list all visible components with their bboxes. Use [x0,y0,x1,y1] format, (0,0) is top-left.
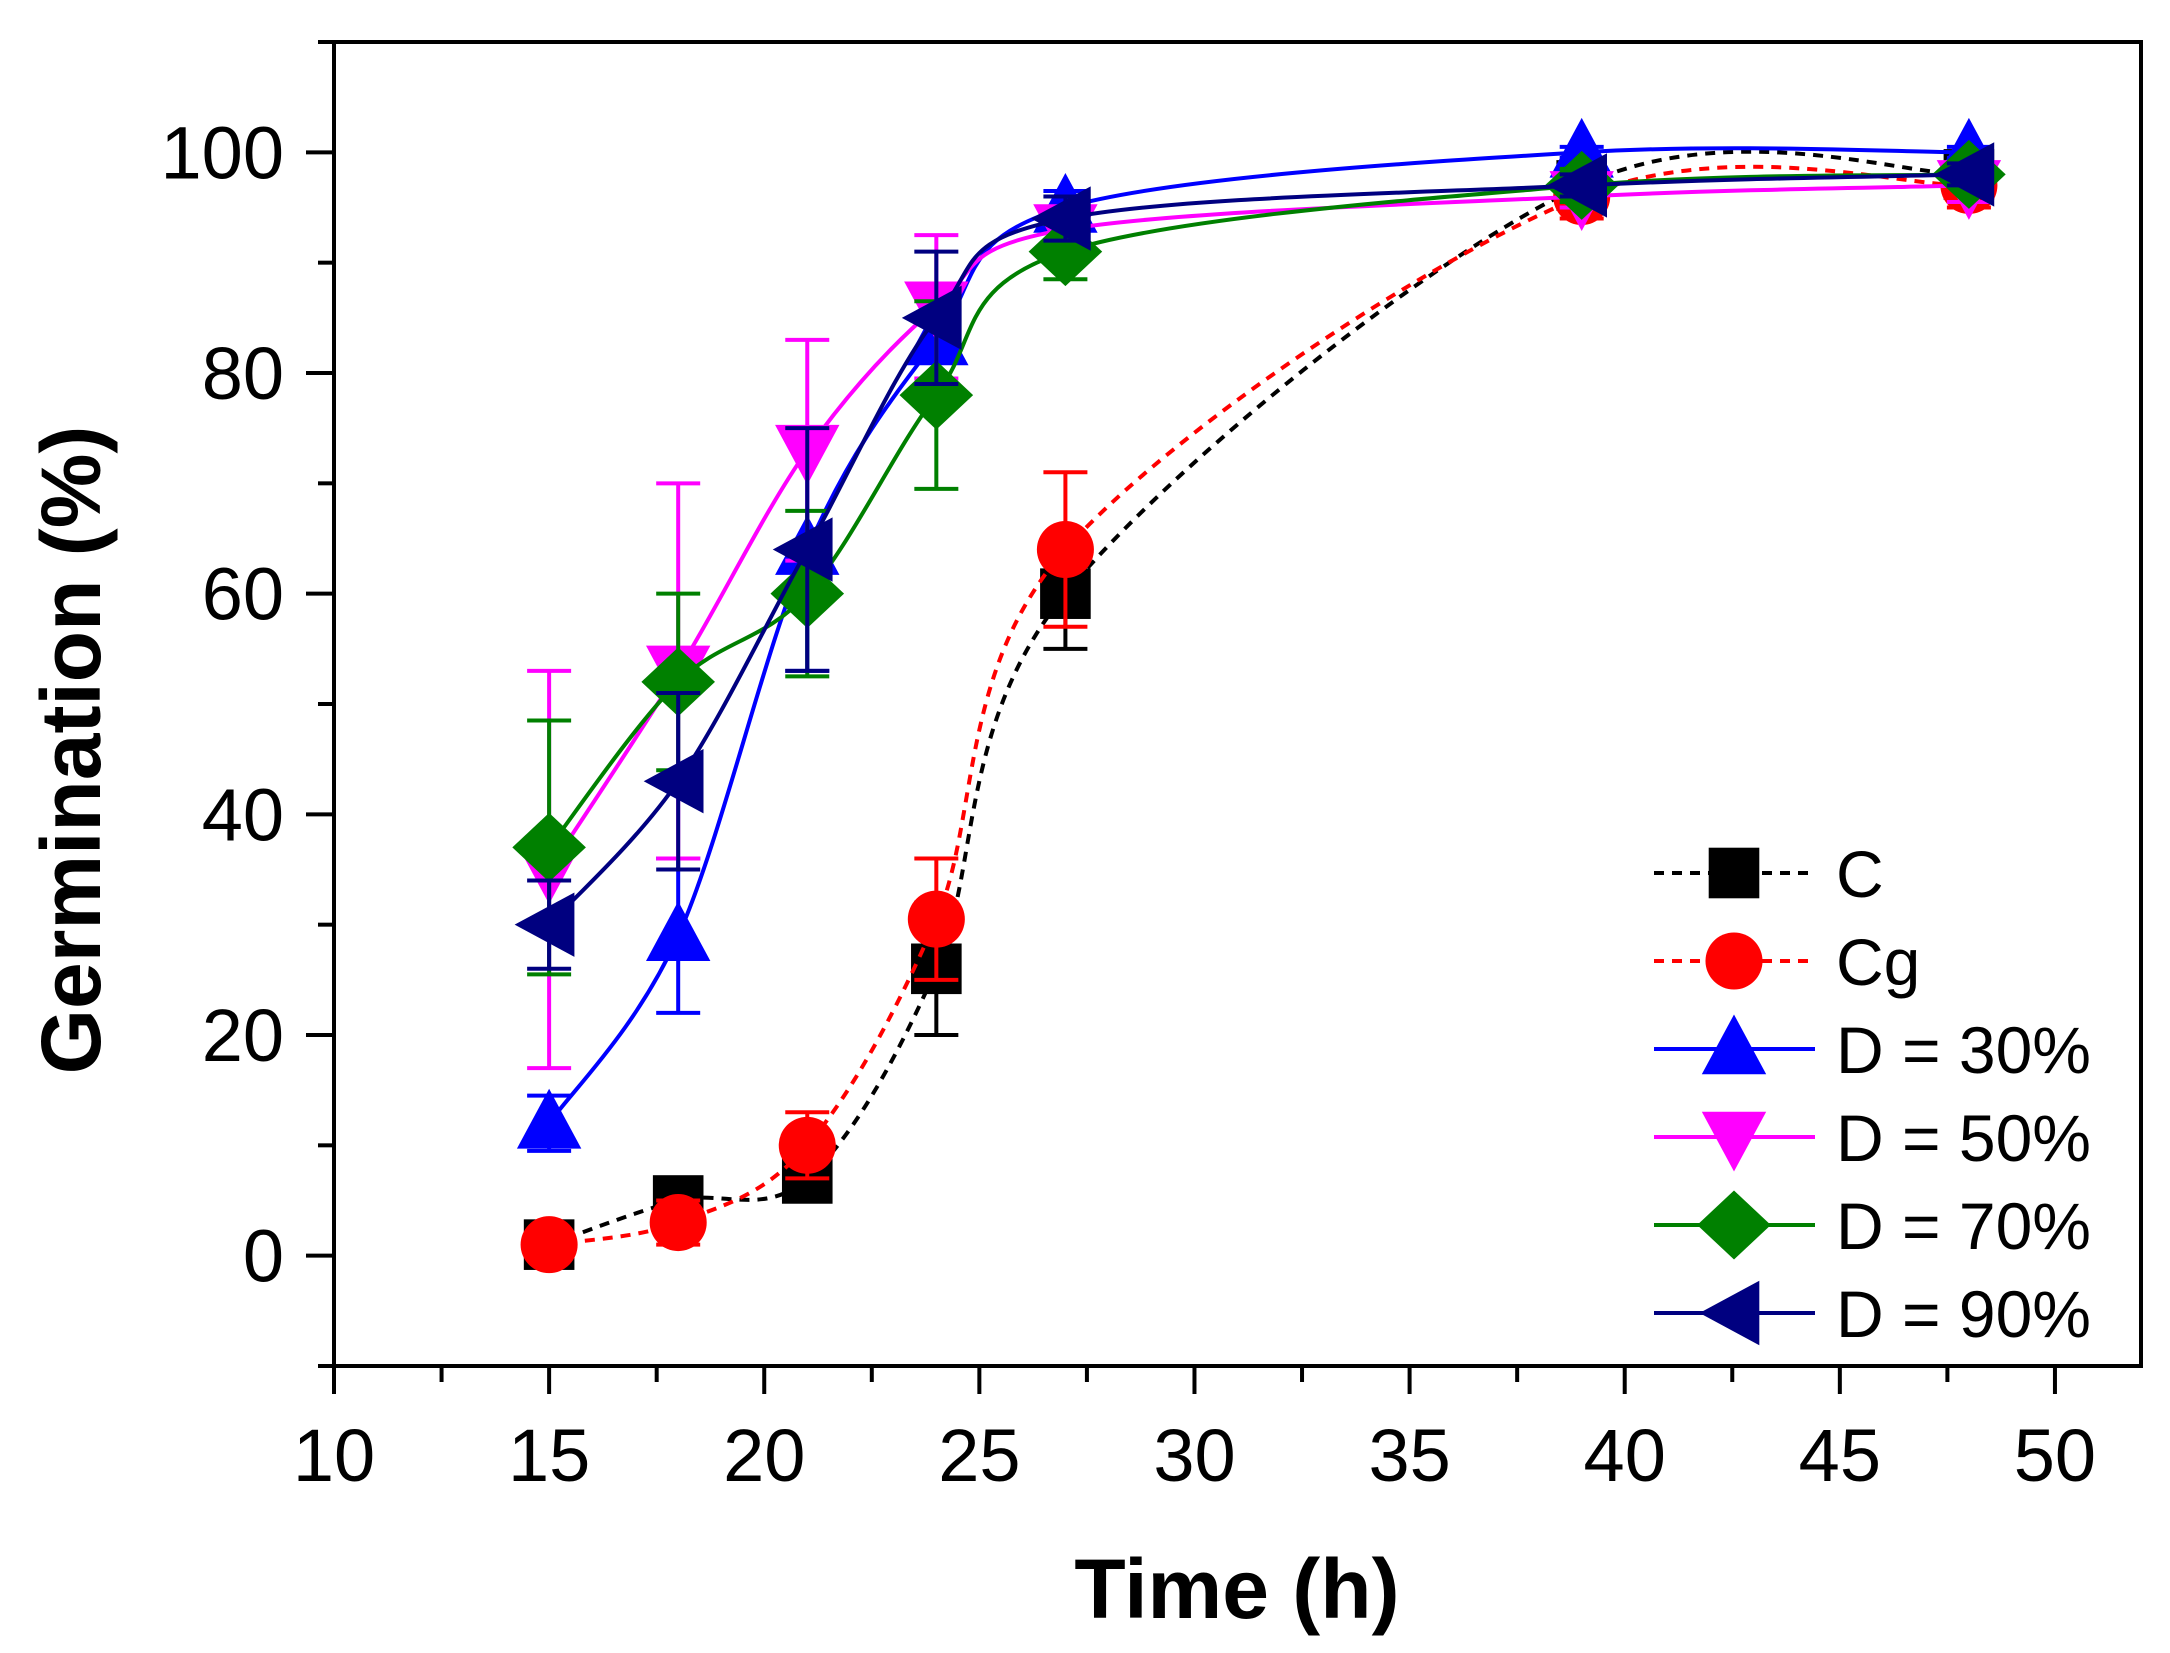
series-line [548,164,1969,1247]
legend-label: D = 50% [1836,1101,2091,1175]
data-point [1934,142,1995,207]
x-tick-label: 35 [1368,1414,1450,1497]
legend-marker [1708,847,1760,899]
legend-marker [1699,1280,1760,1346]
series-d-50 [516,160,2002,1071]
series-d-90 [514,142,1995,971]
legend-marker [1697,1190,1771,1260]
data-point [907,890,965,948]
series-line [548,149,1969,1247]
y-tick-label: 100 [161,111,284,194]
y-tick-label: 80 [202,332,284,415]
legend-label: D = 30% [1836,1013,2091,1087]
y-axis-label: Germination (%) [24,426,118,1075]
legend-marker [1705,932,1763,990]
series-cg [520,156,1998,1274]
y-axis: 0 20 40 60 80 100 [161,40,334,1368]
x-tick-label: 50 [2014,1414,2096,1497]
x-axis: 10 15 20 25 30 35 40 45 50 [293,1366,2096,1497]
y-tick-label: 20 [202,994,284,1077]
series-d-30 [516,117,2002,1153]
x-tick-label: 30 [1153,1414,1235,1497]
data-point [520,1216,578,1274]
legend-label: C [1836,837,1884,911]
data-point [649,1194,707,1252]
legend-label: Cg [1836,925,1920,999]
series-line [547,172,1969,849]
x-axis-label: Time (h) [1074,1542,1399,1636]
data-point [645,901,711,961]
x-tick-label: 15 [508,1414,590,1497]
legend-marker [1701,1111,1767,1172]
data-point [1547,153,1607,218]
series-line [547,172,1969,927]
y-tick-label: 40 [202,773,284,856]
data-point [899,360,974,430]
data-point [901,285,962,351]
series-c [523,149,1995,1270]
data-point [772,517,833,582]
data-point [516,1088,582,1149]
y-tick-label: 0 [243,1215,284,1298]
x-tick-label: 25 [938,1414,1020,1497]
x-tick-label: 40 [1584,1414,1666,1497]
legend-label: D = 70% [1836,1189,2091,1263]
data-point [514,892,575,957]
legend-label: D = 90% [1836,1277,2091,1351]
legend-marker [1701,1014,1767,1075]
data-point [1036,521,1094,579]
series-d-70 [512,139,2006,977]
plot-area [512,117,2006,1274]
legend: C Cg D = 30% D = 50% D = 70% D = 90% [1654,837,2091,1351]
data-point [643,749,704,814]
data-point [778,1116,836,1174]
x-tick-label: 20 [723,1414,805,1497]
data-point [1030,186,1091,251]
data-point [641,647,715,717]
x-tick-label: 45 [1799,1414,1881,1497]
series-line [547,183,1969,871]
y-tick-label: 60 [202,553,284,636]
x-tick-label: 10 [293,1414,375,1497]
data-point [512,812,586,882]
